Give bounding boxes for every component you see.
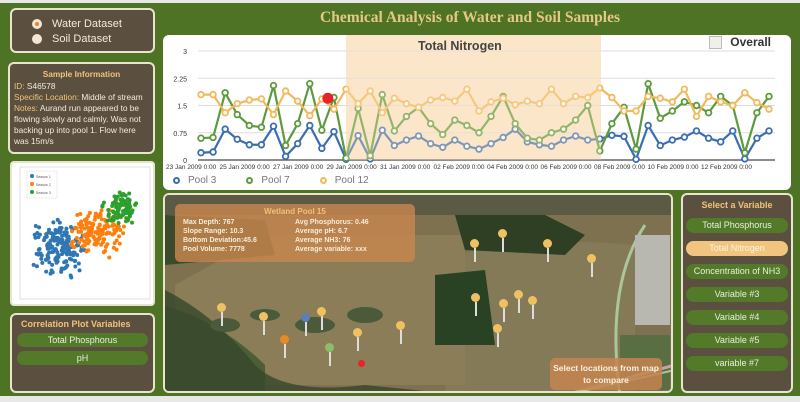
dataset-selector: Water Dataset Soil Dataset	[10, 8, 155, 53]
variable-4[interactable]: Variable #4	[686, 310, 788, 325]
legend-marker-icon	[173, 177, 180, 184]
svg-text:10 Feb 2009 0:00: 10 Feb 2009 0:00	[648, 164, 699, 171]
notes-row: Notes: Aurand run appeared to be flowing…	[14, 103, 149, 147]
correlation-variable-x[interactable]: Total Phosphorus	[17, 333, 148, 347]
legend-marker-icon	[246, 177, 254, 184]
pool-volume: Pool Volume: 7778	[183, 246, 245, 253]
svg-text:0: 0	[183, 158, 187, 165]
sample-info-title: Sample Information	[42, 69, 121, 79]
svg-text:25 Jan 2009 0:00: 25 Jan 2009 0:00	[220, 164, 271, 171]
legend-marker-icon	[319, 177, 327, 184]
avg-ph: Average pH: 6.7	[295, 228, 348, 235]
svg-text:29 Jan 2009 0:00: 29 Jan 2009 0:00	[327, 164, 378, 171]
svg-text:Season 2: Season 2	[36, 183, 51, 187]
radio-label: Soil Dataset	[52, 32, 112, 45]
overall-label: Overall	[730, 35, 771, 49]
svg-text:Season 1: Season 1	[36, 175, 51, 179]
variable-5[interactable]: Variable #5	[686, 333, 788, 348]
legend-label: Pool 12	[334, 175, 369, 186]
legend-label: Pool 7	[261, 175, 290, 186]
correlation-scatter-plot[interactable]: Season 1 Season 2 Season 3	[10, 161, 155, 306]
notes-value: Aurand run appeared to be flowing slowly…	[14, 103, 141, 146]
pool-info-tooltip: Wetland Pool 15 Max Depth: 767 Slope Ran…	[175, 204, 415, 262]
line-chart-panel: 0 0.75 1.5 2.25 3 23 Jan 2009 0:00 25 Jan 2009…	[163, 35, 791, 190]
svg-text:31 Jan 2009 0:00: 31 Jan 2009 0:00	[380, 164, 431, 171]
svg-text:27 Jan 2009 0:00: 27 Jan 2009 0:00	[273, 164, 324, 171]
svg-text:0.75: 0.75	[173, 131, 187, 138]
correlation-variables-panel: Correlation Plot Variables Total Phospho…	[10, 313, 155, 393]
legend-label: Pool 3	[188, 175, 217, 186]
avg-variable: Average variable: xxx	[295, 246, 367, 253]
radio-soil-dataset[interactable]: Soil Dataset	[32, 31, 153, 46]
svg-text:2.25: 2.25	[173, 76, 187, 83]
variable-3[interactable]: Variable #3	[686, 287, 788, 302]
slope-range: Slope Range: 10.3	[183, 228, 244, 235]
overall-toggle[interactable]: Overall	[709, 35, 771, 49]
variable-total-phosphorus[interactable]: Total Phosphorus	[686, 218, 788, 233]
svg-text:1.5: 1.5	[177, 104, 187, 111]
pool-name: Wetland Pool 15	[264, 207, 326, 216]
line-chart-svg[interactable]: 0 0.75 1.5 2.25 3 23 Jan 2009 0:00 25 Jan 2009…	[163, 35, 791, 190]
compare-hint: Select locations from map to compare	[550, 358, 662, 390]
top-border	[0, 0, 800, 3]
radio-label: Water Dataset	[52, 17, 122, 30]
svg-text:08 Feb 2009 0:00: 08 Feb 2009 0:00	[594, 164, 645, 171]
svg-text:02 Feb 2009 0:00: 02 Feb 2009 0:00	[434, 164, 485, 171]
variable-nh3[interactable]: Concentration of NH3	[686, 264, 788, 279]
correlation-variable-y[interactable]: pH	[17, 351, 148, 365]
sample-information-panel: Sample Information ID: S46578 Specific L…	[8, 62, 155, 154]
radio-water-dataset[interactable]: Water Dataset	[32, 16, 153, 31]
chart-title: Total Nitrogen	[418, 39, 502, 53]
svg-text:06 Feb 2009 0:00: 06 Feb 2009 0:00	[541, 164, 592, 171]
avg-phosphorus: Avg Phosphorus: 0.46	[295, 219, 369, 226]
svg-text:12 Feb 2009 0:00: 12 Feb 2009 0:00	[701, 164, 752, 171]
chart-legend: Pool 3 Pool 7 Pool 12	[173, 175, 399, 186]
svg-text:3: 3	[183, 49, 187, 56]
location-value: Middle of stream	[81, 92, 143, 102]
variable-7[interactable]: variable #7	[686, 356, 788, 371]
bottom-deviation: Bottom Deviation:45.6	[183, 237, 257, 244]
scatter-plot-svg: Season 1 Season 2 Season 3	[19, 166, 151, 300]
svg-text:Season 3: Season 3	[36, 191, 51, 195]
overall-checkbox[interactable]	[709, 35, 723, 49]
svg-text:23 Jan 2009 0:00: 23 Jan 2009 0:00	[166, 164, 217, 171]
variable-selector-title: Select a Variable	[701, 200, 773, 210]
location-label: Specific Location:	[14, 92, 80, 102]
radio-checked-icon[interactable]	[32, 18, 42, 29]
legend-pool-3[interactable]: Pool 3	[173, 175, 216, 186]
notes-label: Notes:	[14, 103, 38, 113]
wetland-map[interactable]: Wetland Pool 15 Max Depth: 767 Slope Ran…	[163, 193, 673, 393]
avg-nh3: Average NH3: 76	[295, 237, 351, 244]
variable-selector-panel: Select a Variable Total Phosphorus Total…	[681, 193, 793, 393]
svg-text:04 Feb 2009 0:00: 04 Feb 2009 0:00	[487, 164, 538, 171]
bottom-border	[0, 396, 800, 402]
correlation-title: Correlation Plot Variables	[21, 319, 131, 329]
location-row: Specific Location: Middle of stream	[14, 92, 149, 103]
max-depth: Max Depth: 767	[183, 219, 235, 226]
id-value: S46578	[26, 81, 56, 91]
variable-total-nitrogen[interactable]: Total Nitrogen	[686, 241, 788, 256]
legend-pool-7[interactable]: Pool 7	[246, 175, 290, 186]
sample-id-row: ID: S46578	[14, 81, 149, 92]
radio-unchecked-icon[interactable]	[32, 33, 42, 44]
legend-pool-12[interactable]: Pool 12	[319, 175, 369, 186]
id-label: ID:	[14, 81, 25, 91]
page-title: Chemical Analysis of Water and Soil Samp…	[320, 9, 620, 26]
